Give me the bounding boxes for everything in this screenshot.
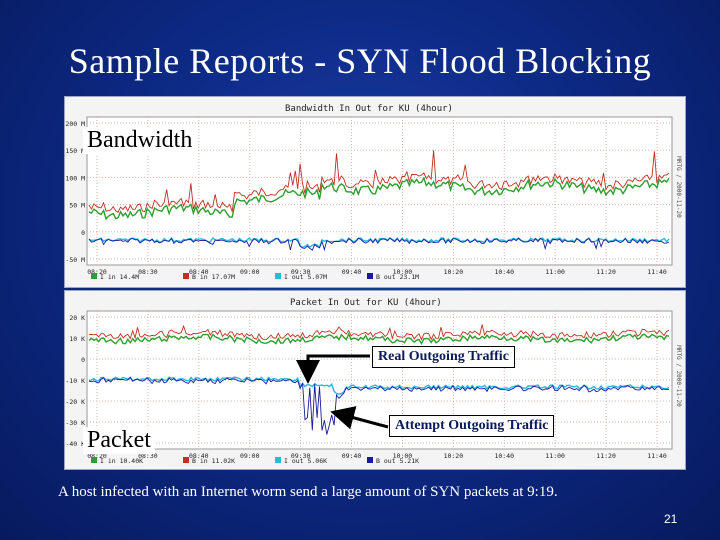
pk-y-tick-label: 0 xyxy=(81,356,85,364)
packet-out-series xyxy=(88,376,670,395)
packet-out-peak-series xyxy=(88,376,670,435)
packet-in-series xyxy=(88,332,670,346)
pk-x-tick-label: 08:30 xyxy=(138,452,158,460)
packet-chart-title: Packet In Out for KU (4hour) xyxy=(290,298,442,308)
bw-legend-entry: I out 5.07M xyxy=(284,273,327,281)
pk-y-tick-label: -40 K xyxy=(65,440,85,448)
bw-y-tick-label: 100 M xyxy=(65,174,85,182)
bw-x-tick-label: 11:40 xyxy=(647,268,667,276)
bw-x-tick-label: 10:40 xyxy=(494,268,514,276)
pk-x-tick-label: 10:20 xyxy=(444,452,464,460)
pk-legend-entry: I out 5.06K xyxy=(284,457,327,465)
bw-legend-entry: B out 23.1M xyxy=(376,273,419,281)
bw-legend-swatch xyxy=(183,273,189,279)
pk-legend-entry: B out 5.21K xyxy=(376,457,419,465)
pk-legend-swatch xyxy=(275,457,281,463)
pk-x-tick-label: 11:40 xyxy=(647,452,667,460)
packet-x-ticks: 08:20 08:30 08:40 09:00 09:30 09:40 10:00 10:20… xyxy=(87,452,667,460)
packet-in-peak-series xyxy=(88,324,670,341)
pk-y-tick-label: -20 K xyxy=(65,398,85,406)
bw-x-tick-label: 11:00 xyxy=(545,268,565,276)
bw-x-tick-label: 10:00 xyxy=(393,268,413,276)
bandwidth-in-series xyxy=(88,176,670,221)
bw-legend-swatch xyxy=(275,273,281,279)
packet-chart: Packet In Out for KU (4hour) 20 K 10 K 0 -1… xyxy=(65,291,685,469)
bw-y-tick-label: 0 xyxy=(81,229,85,237)
pk-x-tick-label: 09:00 xyxy=(240,452,260,460)
pk-x-tick-label: 11:00 xyxy=(545,452,565,460)
bw-x-tick-label: 11:20 xyxy=(596,268,616,276)
bw-x-tick-label: 09:40 xyxy=(342,268,362,276)
pk-x-tick-label: 08:20 xyxy=(87,452,107,460)
packet-chart-panel: Packet In Out for KU (4hour) 20 K 10 K 0 -1… xyxy=(64,290,686,470)
real-traffic-callout: Real Outgoing Traffic xyxy=(372,346,515,368)
bandwidth-chart: Bandwidth In Out for KU (4hour) 200 M 150… xyxy=(65,97,685,287)
bw-x-tick-label: 08:40 xyxy=(189,268,209,276)
bandwidth-y-ticks: 200 M 150 M 100 M 50 M 0 -50 M xyxy=(65,120,85,264)
bandwidth-legend: I in 14.4M B in 17.07M I out 5.07M B out 23… xyxy=(91,273,419,281)
bandwidth-x-ticks: 08:20 08:30 08:40 09:00 09:30 09:40 10:00 10:20… xyxy=(87,268,667,276)
packet-overlay-label: Packet xyxy=(83,427,155,454)
pk-x-tick-label: 10:00 xyxy=(393,452,413,460)
pk-x-tick-label: 10:40 xyxy=(494,452,514,460)
bandwidth-in-peak-series xyxy=(88,150,670,213)
bw-y-tick-label: -50 M xyxy=(65,256,85,264)
bw-x-tick-label: 09:00 xyxy=(240,268,260,276)
bw-legend-swatch xyxy=(367,273,373,279)
bandwidth-chart-panel: Bandwidth In Out for KU (4hour) 200 M 150… xyxy=(64,96,686,288)
bw-x-tick-label: 10:20 xyxy=(444,268,464,276)
slide-caption: A host infected with an Internet worm se… xyxy=(58,484,558,500)
pk-x-tick-label: 08:40 xyxy=(189,452,209,460)
pk-x-tick-label: 09:40 xyxy=(342,452,362,460)
pk-x-tick-label: 09:30 xyxy=(291,452,311,460)
pk-legend-swatch xyxy=(91,457,97,463)
bw-x-tick-label: 08:30 xyxy=(138,268,158,276)
packet-legend: I in 10.40K B in 11.02K I out 5.06K B out 5… xyxy=(91,457,419,465)
page-number: 21 xyxy=(664,512,678,526)
bandwidth-side-label: MRTG / 2000-11-20 xyxy=(675,156,682,218)
attempt-traffic-callout: Attempt Outgoing Traffic xyxy=(389,415,555,437)
pk-legend-swatch xyxy=(183,457,189,463)
packet-side-label: MRTG / 2000-11-20 xyxy=(675,345,682,407)
bw-legend-entry: I in 14.4M xyxy=(100,273,139,281)
pk-x-tick-label: 11:20 xyxy=(596,452,616,460)
pk-legend-entry: B in 11.02K xyxy=(192,457,235,465)
bw-legend-entry: B in 17.07M xyxy=(192,273,235,281)
pk-y-tick-label: 20 K xyxy=(69,314,85,322)
pk-y-tick-label: -10 K xyxy=(65,377,85,385)
bw-x-tick-label: 08:20 xyxy=(87,268,107,276)
packet-y-ticks: 20 K 10 K 0 -10 K -20 K -30 K -40 K xyxy=(65,314,85,448)
bandwidth-chart-title: Bandwidth In Out for KU (4hour) xyxy=(285,104,453,114)
pk-legend-entry: I in 10.40K xyxy=(100,457,143,465)
slide-title: Sample Reports - SYN Flood Blocking xyxy=(68,41,652,81)
pk-y-tick-label: 10 K xyxy=(69,335,85,343)
bw-legend-swatch xyxy=(91,273,97,279)
bw-x-tick-label: 09:30 xyxy=(291,268,311,276)
bandwidth-out-peak-series xyxy=(88,237,670,252)
bandwidth-overlay-label: Bandwidth xyxy=(83,127,197,154)
bw-y-tick-label: 200 M xyxy=(65,120,85,128)
pk-y-tick-label: -30 K xyxy=(65,419,85,427)
bw-y-tick-label: 150 M xyxy=(65,147,85,155)
pk-legend-swatch xyxy=(367,457,373,463)
bw-y-tick-label: 50 M xyxy=(69,202,85,210)
